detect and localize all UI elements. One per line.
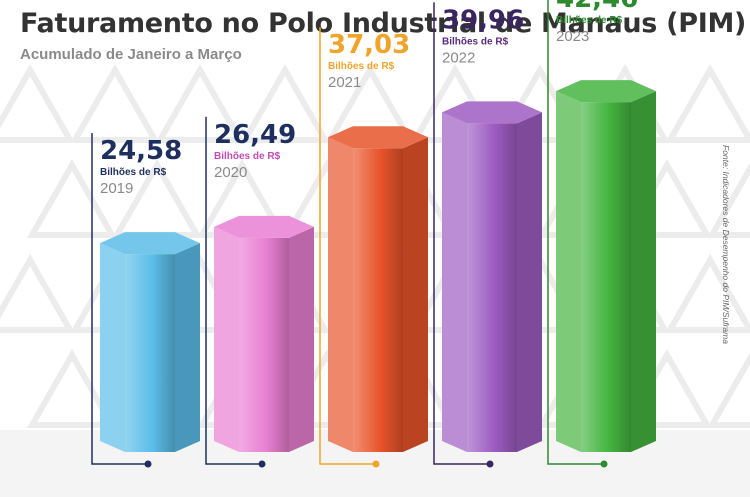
leader-line: [319, 27, 376, 465]
value-label: 37,03: [328, 30, 410, 60]
page-title: Faturamento no Polo Industrial de Manaus…: [20, 8, 747, 39]
unit-label: Bilhões de R$: [556, 15, 623, 26]
source-note: Fonte: Indicadores de Desempenho do PIM/…: [721, 145, 731, 344]
value-label: 42,46: [556, 0, 638, 14]
background-triangle: [664, 63, 750, 143]
page-subtitle: Acumulado de Janeiro a Março: [20, 46, 242, 63]
year-label: 2019: [100, 180, 133, 197]
background-triangle: [0, 253, 76, 333]
value-label: 24,58: [100, 136, 182, 166]
bar-front-face: [239, 237, 289, 452]
bar-top-cap: [214, 215, 314, 238]
bar-top-cap: [556, 80, 656, 103]
bar-right-face: [403, 137, 428, 452]
background-triangle: [0, 63, 76, 143]
leader-dot: [144, 460, 152, 468]
bar-front-face: [353, 148, 403, 452]
year-label: 2022: [442, 49, 475, 66]
unit-label: Bilhões de R$: [214, 151, 281, 162]
bar-right-face: [175, 243, 200, 452]
bar-top-cap: [328, 126, 428, 149]
bar-left-face: [442, 112, 467, 452]
bar-2020: [214, 215, 314, 452]
year-label: 2021: [328, 74, 361, 91]
bar-2021: [328, 126, 428, 452]
bar-front-face: [125, 254, 175, 452]
leader-dot: [258, 460, 266, 468]
leader-dot: [486, 460, 494, 468]
background-triangle: [239, 63, 331, 143]
leader-line: [205, 116, 262, 465]
year-label: 2020: [214, 164, 247, 181]
bar-2019: [100, 232, 200, 452]
leader-line: [433, 2, 490, 465]
year-label: 2023: [556, 28, 589, 45]
bar-2023: [556, 80, 656, 452]
bar-right-face: [517, 112, 542, 452]
leader-dot: [600, 460, 608, 468]
leader-line: [547, 0, 604, 465]
unit-label: Bilhões de R$: [328, 61, 395, 72]
bar-top-cap: [100, 232, 200, 255]
bar-left-face: [556, 91, 581, 452]
bar-front-face: [467, 123, 517, 452]
unit-label: Bilhões de R$: [100, 167, 167, 178]
background-triangle: [706, 162, 750, 238]
background-triangle: [69, 63, 161, 143]
bar-left-face: [214, 226, 239, 452]
background-triangle: [706, 352, 750, 428]
value-label: 26,49: [214, 120, 296, 150]
bar-front-face: [581, 102, 631, 452]
value-label: 39,96: [442, 5, 524, 35]
bar-right-face: [631, 91, 656, 452]
bar-left-face: [328, 137, 353, 452]
bar-left-face: [100, 243, 125, 452]
bar-2022: [442, 101, 542, 452]
bar-top-cap: [442, 101, 542, 124]
leader-dot: [372, 460, 380, 468]
leader-line: [91, 133, 148, 465]
background-triangle: [664, 253, 750, 333]
unit-label: Bilhões de R$: [442, 36, 509, 47]
background-triangle: [154, 63, 246, 143]
bar-right-face: [289, 226, 314, 452]
